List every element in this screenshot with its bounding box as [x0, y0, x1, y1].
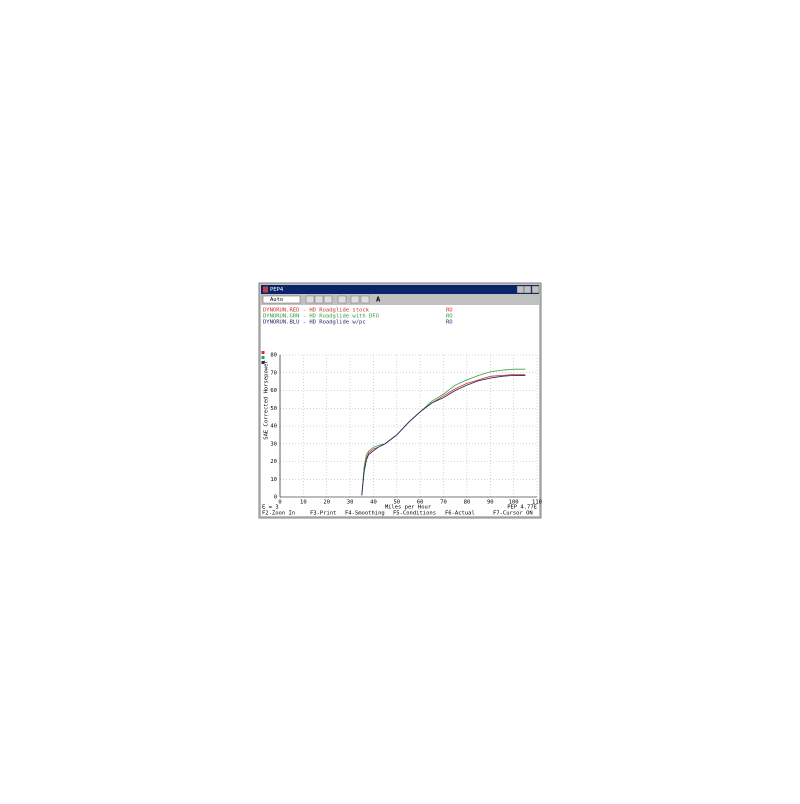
legend-swatch [261, 361, 265, 364]
tool-button[interactable] [323, 295, 333, 304]
y-tick-label: 50 [270, 406, 277, 412]
function-key[interactable]: F5-Conditions [393, 511, 436, 517]
legend-swatch [261, 356, 265, 359]
minimize-button[interactable] [516, 285, 525, 294]
x-tick-label: 70 [440, 500, 447, 506]
tool-button[interactable] [360, 295, 370, 304]
y-tick-label: 70 [270, 370, 277, 376]
y-axis-label: SAE Corrected Horsepower [264, 360, 270, 440]
x-tick-label: 10 [300, 500, 307, 506]
legend-tag: RO [446, 314, 453, 320]
x-tick-label: 80 [464, 500, 471, 506]
title-bar [261, 285, 539, 294]
y-tick-label: 30 [270, 441, 277, 447]
font-button[interactable]: A [376, 296, 381, 304]
y-tick-label: 10 [270, 477, 277, 483]
x-tick-label: 20 [323, 500, 330, 506]
x-tick-label: 0 [278, 500, 281, 506]
x-axis-label: Miles per Hour [385, 505, 432, 511]
app-icon [263, 286, 268, 293]
close-button[interactable] [531, 285, 540, 294]
y-tick-label: 0 [274, 495, 277, 501]
x-tick-label: 100 [509, 500, 519, 506]
status-right: PEP 4.77E [507, 505, 537, 511]
x-tick-label: 50 [394, 500, 401, 506]
y-tick-label: 40 [270, 424, 277, 430]
y-tick-label: 80 [270, 353, 277, 359]
tool-button[interactable] [350, 295, 360, 304]
legend-entry: DYNORUN.RED - HD Roadglide stock [263, 308, 370, 314]
x-tick-label: 110 [532, 500, 542, 506]
x-tick-label: 90 [487, 500, 494, 506]
window-title: PEP4 [270, 287, 284, 293]
x-tick-label: 40 [370, 500, 377, 506]
legend-swatch [261, 351, 265, 354]
x-tick-label: 60 [417, 500, 424, 506]
y-tick-label: 20 [270, 459, 277, 465]
status-left: E = 3 [262, 505, 279, 511]
y-tick-label: 60 [270, 388, 277, 394]
legend-entry: DYNORUN.GRN - HD Roadglide with DFO [263, 314, 379, 320]
legend-entry: DYNORUN.BLU - HD Roadglide w/pc [263, 320, 366, 326]
client-area [261, 305, 539, 516]
tool-button[interactable] [337, 295, 347, 304]
function-key[interactable]: F3-Print [310, 511, 337, 517]
function-key[interactable]: F7-Cursor ON [493, 511, 533, 517]
tool-button[interactable] [314, 295, 324, 304]
legend-tag: RO [446, 308, 453, 314]
function-key[interactable]: F4-Smoothing [345, 511, 385, 517]
x-tick-label: 30 [347, 500, 354, 506]
line-series [361, 375, 526, 496]
dropdown[interactable] [262, 295, 301, 304]
tool-button[interactable] [305, 295, 315, 304]
maximize-button[interactable] [523, 285, 532, 294]
legend-tag: RO [446, 320, 453, 326]
function-key[interactable]: F2-Zoon In [262, 511, 295, 517]
function-key[interactable]: F6-Actual [445, 511, 475, 517]
dropdown-value: Auto [270, 297, 283, 303]
